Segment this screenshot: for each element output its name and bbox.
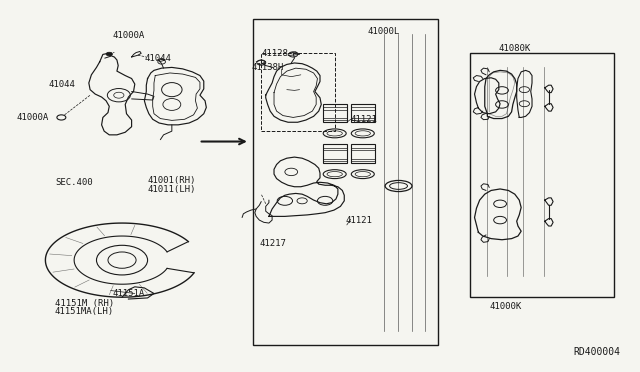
Bar [323, 144, 348, 163]
Text: 41128: 41128 [261, 49, 288, 58]
Text: 41121: 41121 [346, 216, 372, 225]
Text: 41121: 41121 [350, 115, 377, 124]
Bar [323, 158, 348, 161]
Text: 41000L: 41000L [368, 26, 400, 36]
Text: 41151MA(LH): 41151MA(LH) [55, 307, 114, 316]
Bar [351, 104, 375, 122]
Text: SEC.400: SEC.400 [55, 178, 93, 187]
Bar [351, 118, 375, 120]
Text: 41001(RH): 41001(RH) [148, 176, 196, 185]
Text: 41000K: 41000K [489, 302, 522, 311]
Circle shape [106, 52, 113, 56]
Text: 41044: 41044 [145, 54, 172, 62]
Text: 41011(LH): 41011(LH) [148, 185, 196, 194]
Text: 41151A: 41151A [113, 289, 145, 298]
Bar [323, 108, 348, 110]
Bar [323, 148, 348, 150]
Text: 41138H: 41138H [252, 63, 284, 72]
Text: 41151M (RH): 41151M (RH) [55, 299, 114, 308]
Bar [351, 148, 375, 150]
Text: 41000A: 41000A [17, 113, 49, 122]
Bar [351, 158, 375, 161]
Bar [351, 108, 375, 110]
Text: 41044: 41044 [49, 80, 76, 89]
Text: 41080K: 41080K [499, 44, 531, 53]
Bar [323, 104, 348, 122]
Bar [253, 19, 438, 345]
Bar [323, 118, 348, 120]
Text: RD400004: RD400004 [573, 347, 620, 357]
Bar [351, 144, 375, 163]
Bar [470, 52, 614, 297]
Bar [261, 53, 335, 131]
Text: 41000A: 41000A [113, 31, 145, 41]
Text: 41217: 41217 [259, 239, 286, 248]
